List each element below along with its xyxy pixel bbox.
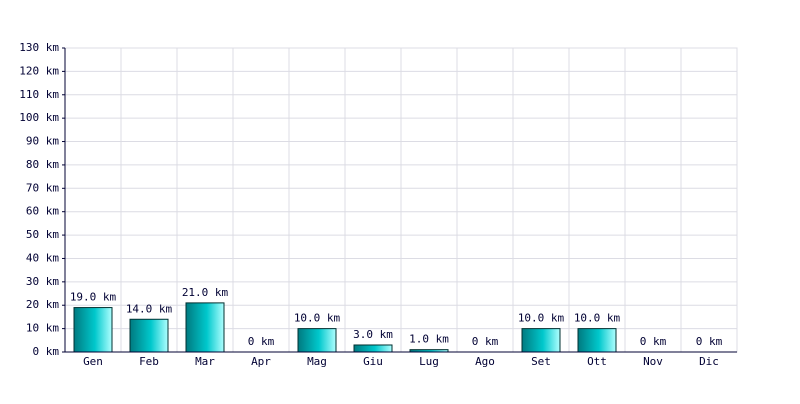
value-label: 0 km bbox=[696, 335, 723, 348]
y-tick-label: 120 km bbox=[19, 64, 59, 77]
y-tick-label: 130 km bbox=[19, 41, 59, 54]
x-tick-label: Lug bbox=[419, 355, 439, 368]
y-tick-label: 80 km bbox=[26, 158, 59, 171]
x-tick-label: Gen bbox=[83, 355, 103, 368]
value-label: 10.0 km bbox=[518, 312, 565, 325]
bar bbox=[129, 318, 169, 353]
value-label: 3.0 km bbox=[353, 328, 393, 341]
x-tick-label: Ago bbox=[475, 355, 495, 368]
y-tick-label: 70 km bbox=[26, 181, 59, 194]
y-tick-label: 20 km bbox=[26, 298, 59, 311]
y-tick-label: 40 km bbox=[26, 251, 59, 264]
value-label: 21.0 km bbox=[182, 286, 229, 299]
y-tick-label: 50 km bbox=[26, 228, 59, 241]
bar bbox=[521, 328, 561, 353]
x-tick-label: Mar bbox=[195, 355, 215, 368]
x-tick-label: Dic bbox=[699, 355, 719, 368]
x-tick-label: Ott bbox=[587, 355, 607, 368]
bar bbox=[185, 302, 225, 353]
bar bbox=[297, 328, 337, 353]
y-tick-label: 90 km bbox=[26, 135, 59, 148]
x-tick-label: Apr bbox=[251, 355, 271, 368]
y-tick-label: 60 km bbox=[26, 205, 59, 218]
x-tick-label: Feb bbox=[139, 355, 159, 368]
y-tick-label: 100 km bbox=[19, 111, 59, 124]
y-tick-label: 10 km bbox=[26, 322, 59, 335]
value-label: 10.0 km bbox=[574, 312, 621, 325]
value-label: 10.0 km bbox=[294, 312, 341, 325]
y-tick-label: 110 km bbox=[19, 88, 59, 101]
x-tick-label: Giu bbox=[363, 355, 383, 368]
value-label: 0 km bbox=[472, 335, 499, 348]
x-tick-label: Mag bbox=[307, 355, 327, 368]
bar bbox=[353, 344, 393, 353]
y-tick-label: 30 km bbox=[26, 275, 59, 288]
value-label: 1.0 km bbox=[409, 333, 449, 346]
bar bbox=[73, 307, 113, 353]
x-tick-label: Nov bbox=[643, 355, 663, 368]
value-label: 14.0 km bbox=[126, 302, 173, 315]
bar bbox=[577, 328, 617, 353]
y-tick-label: 0 km bbox=[33, 345, 60, 358]
value-label: 0 km bbox=[640, 335, 667, 348]
value-label: 0 km bbox=[248, 335, 275, 348]
value-label: 19.0 km bbox=[70, 291, 117, 304]
x-tick-label: Set bbox=[531, 355, 551, 368]
